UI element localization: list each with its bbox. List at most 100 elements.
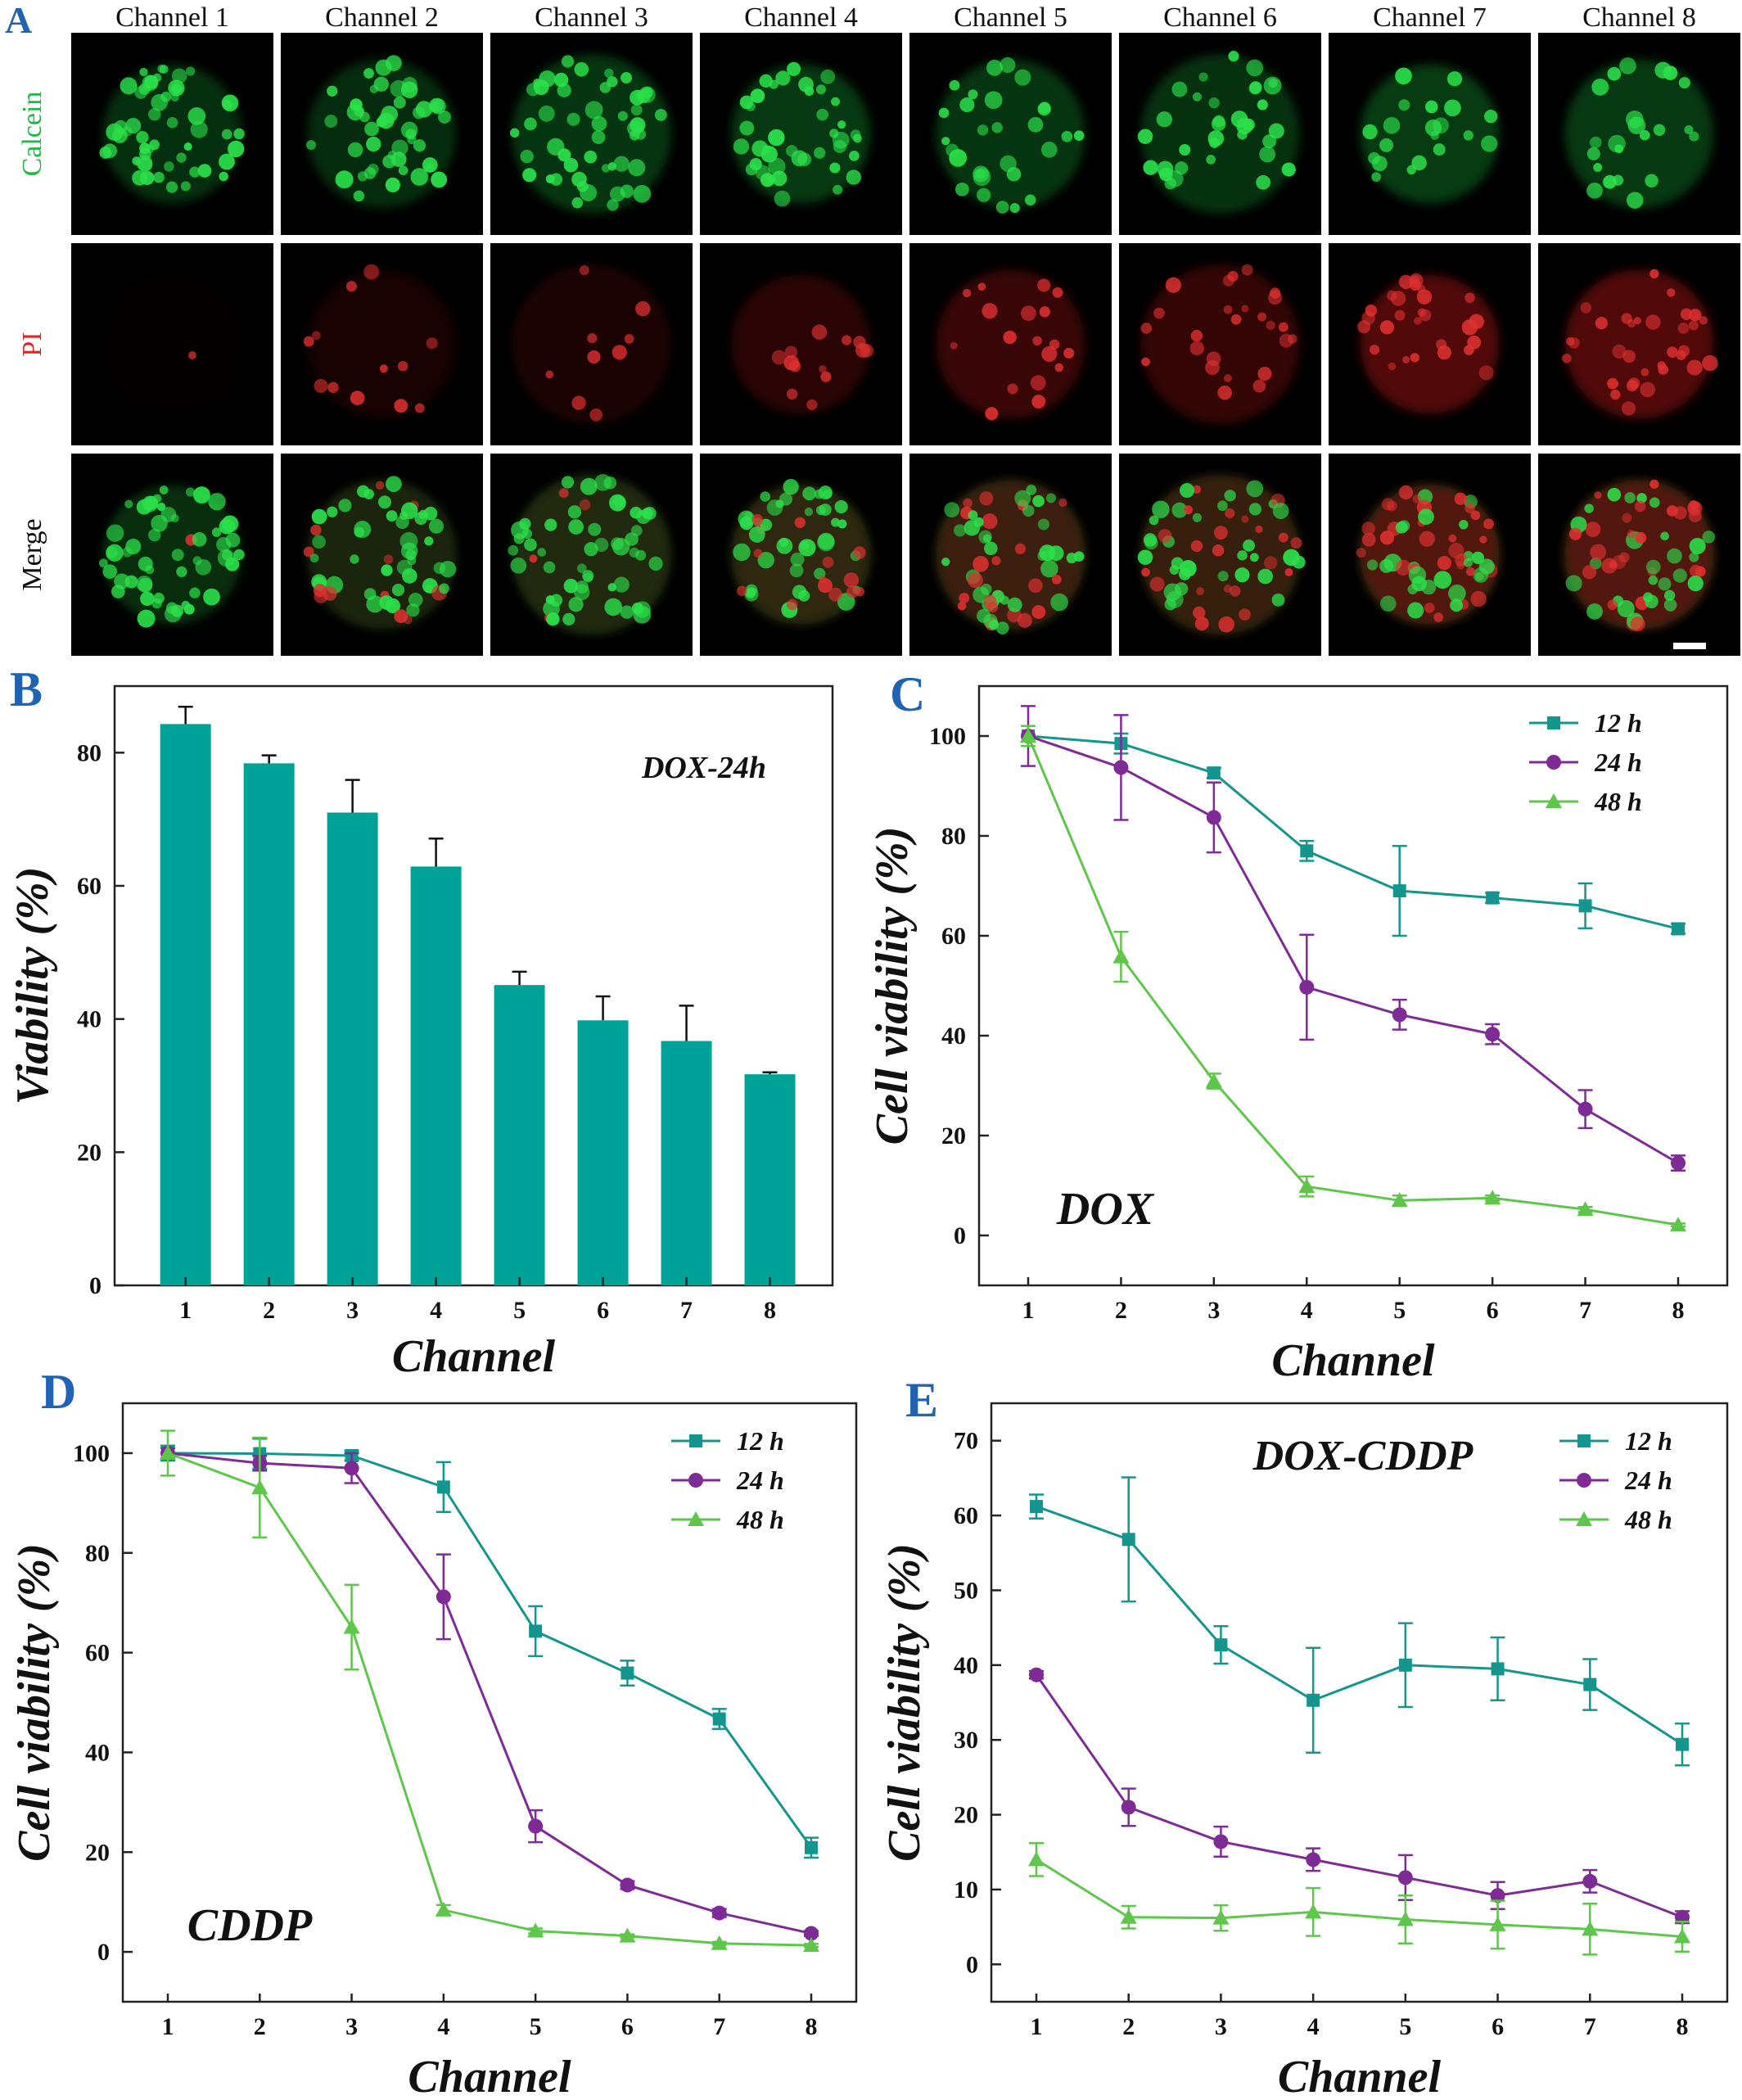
micrograph-tile [1119, 243, 1321, 445]
cell-dot [1421, 580, 1437, 595]
cell-dot [1061, 130, 1073, 142]
cell-dot [1689, 552, 1699, 562]
cell-dot [1406, 165, 1416, 175]
cell-dot [1478, 558, 1495, 575]
cell-dot [591, 115, 607, 132]
cell-dot [520, 149, 534, 164]
cell-dot [364, 121, 379, 137]
cell-dot [949, 79, 960, 91]
cell-dot [327, 85, 338, 97]
cell-dot [1137, 129, 1153, 144]
spheroid-glow [307, 269, 457, 419]
cell-dot [524, 117, 537, 131]
cell-dot [1663, 65, 1678, 80]
cell-dot [1030, 375, 1046, 391]
cell-dot [1464, 292, 1475, 303]
cell-dot [977, 124, 989, 136]
cell-dot [1039, 306, 1050, 318]
cell-dot [1626, 192, 1644, 209]
cell-dot [1437, 345, 1451, 360]
cell-dot [375, 481, 385, 490]
cell-dot [139, 142, 151, 155]
cell-dot [1014, 543, 1027, 554]
cell-dot [1614, 144, 1624, 154]
x-tick-label: 1 [1031, 2013, 1043, 2040]
cell-dot [1607, 377, 1618, 390]
cell-dot [1206, 351, 1221, 366]
cell-dot [1152, 500, 1170, 519]
cell-dot [228, 140, 245, 158]
cell-dot [422, 157, 438, 173]
data-point [436, 1480, 450, 1494]
cell-dot [1595, 317, 1608, 330]
cell-dot [558, 488, 569, 499]
cell-dot [545, 370, 554, 379]
cell-dot [390, 79, 408, 97]
cell-dot [1281, 162, 1296, 177]
data-point [1020, 728, 1036, 743]
micrograph-tile [700, 33, 902, 235]
cell-dot [982, 513, 998, 530]
cell-dot [1000, 56, 1016, 74]
cell-dot [1263, 556, 1278, 570]
cell-dot [350, 98, 363, 111]
cell-dot [1164, 598, 1176, 611]
cell-dot [1433, 571, 1452, 589]
x-tick-label: 4 [1301, 1297, 1313, 1324]
cell-dot [654, 108, 667, 121]
cell-dot [160, 507, 177, 522]
cell-dot [1667, 548, 1682, 564]
legend-marker [688, 1511, 704, 1526]
cell-dot [1626, 111, 1644, 129]
x-tick-label: 3 [346, 1297, 359, 1324]
series-line [1027, 735, 1679, 1226]
cell-dot [1601, 558, 1618, 574]
x-tick-label: 8 [806, 2013, 818, 2040]
cell-dot [549, 173, 563, 186]
cell-dot [1394, 309, 1406, 321]
cell-dot [428, 518, 445, 534]
cell-dot [1589, 136, 1602, 149]
cell-dot [1702, 355, 1718, 372]
x-axis-title: Channel [408, 2052, 571, 2100]
cell-dot [359, 111, 370, 123]
cell-dot [1603, 174, 1617, 189]
cell-dot [347, 142, 363, 158]
y-tick-label: 20 [954, 1802, 978, 1829]
cell-dot [580, 477, 598, 495]
plot-frame [121, 1402, 858, 2003]
y-tick-label: 60 [941, 923, 966, 950]
micrograph-tile [1329, 243, 1531, 445]
cell-dot [1464, 345, 1474, 355]
cell-dot [1395, 67, 1412, 85]
cell-dot [1663, 598, 1677, 612]
legend-label: 48 h [736, 1505, 784, 1534]
cell-dot [829, 162, 841, 174]
cell-dot [1424, 603, 1435, 613]
cell-dot [641, 508, 653, 520]
cell-dot [1677, 323, 1690, 334]
x-axis-title: Channel [1278, 2052, 1442, 2100]
cell-dot [1234, 567, 1250, 583]
cell-dot [1037, 550, 1048, 562]
micrograph-tile [700, 454, 902, 656]
cell-dot [1678, 77, 1690, 89]
cell-dot [1607, 66, 1622, 81]
cell-dot [1192, 513, 1202, 522]
cell-dot [760, 491, 771, 502]
cell-dot [1040, 142, 1058, 158]
cell-dot [1041, 345, 1058, 362]
data-point [527, 1922, 544, 1938]
cell-dot [327, 506, 338, 517]
cell-dot [1630, 616, 1645, 632]
cell-dot [1361, 532, 1376, 547]
cell-dot [137, 609, 156, 628]
cell-dot [973, 165, 990, 183]
cell-dot [1610, 389, 1621, 400]
cell-dot [1643, 592, 1654, 603]
cell-dot [1367, 559, 1379, 571]
cell-dot [568, 519, 584, 535]
cell-dot [802, 486, 817, 501]
cell-dot [630, 89, 645, 106]
cell-dot [1190, 329, 1203, 342]
